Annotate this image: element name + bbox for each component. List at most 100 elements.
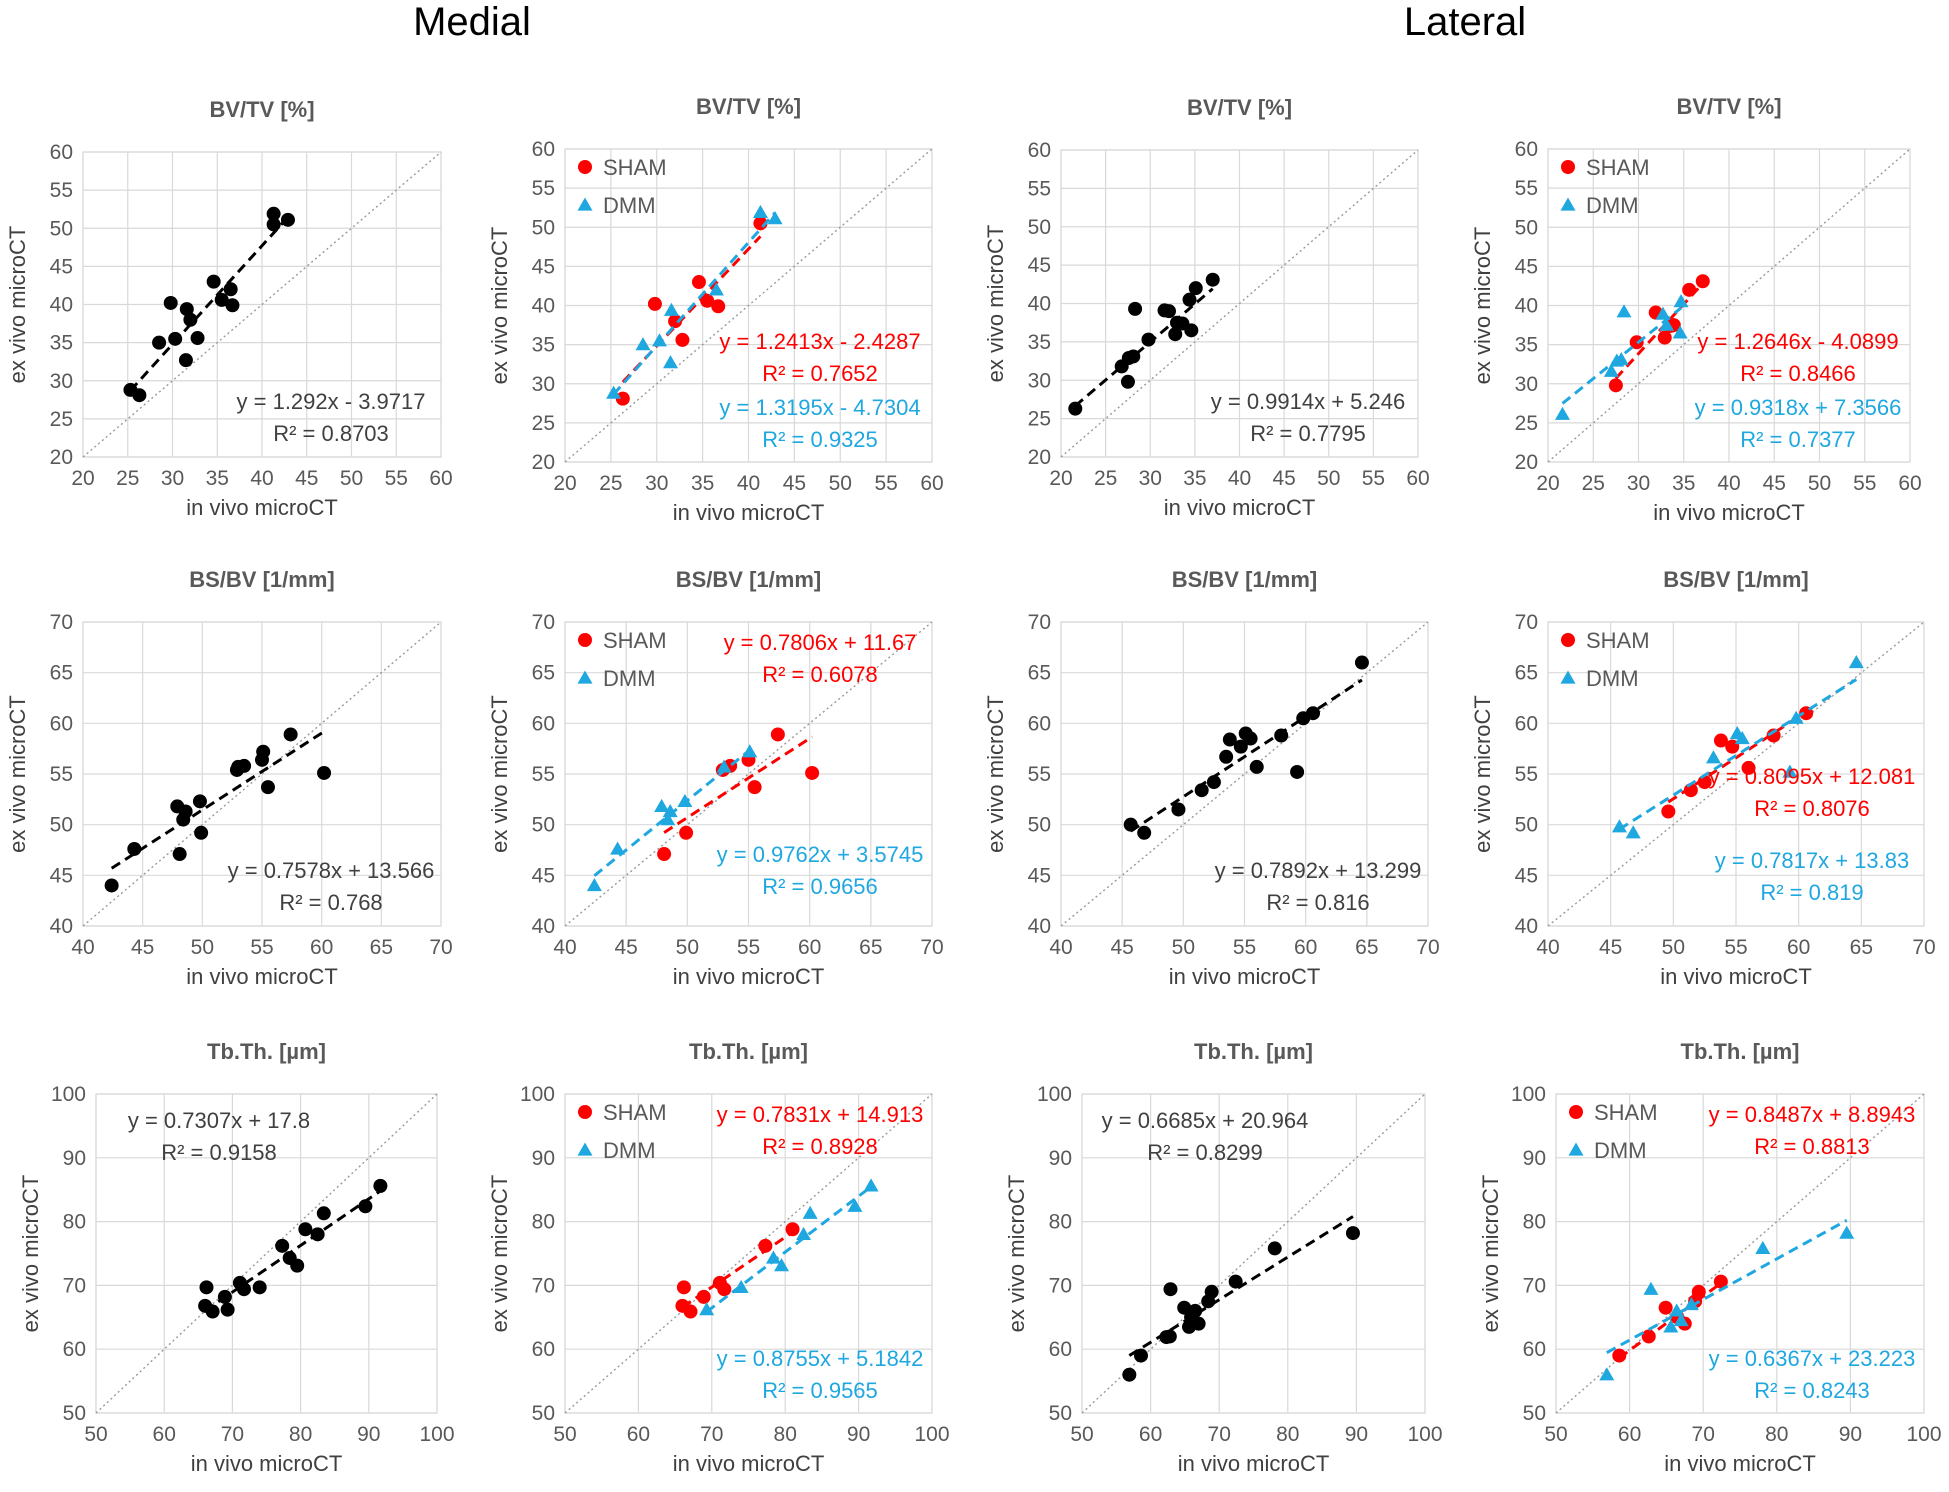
legend-marker <box>1560 197 1576 211</box>
y-tick-label: 100 <box>1037 1083 1072 1106</box>
data-point <box>1669 1303 1685 1317</box>
x-tick-label: 45 <box>131 936 154 959</box>
data-point <box>1655 306 1671 320</box>
x-tick-label: 55 <box>385 467 408 490</box>
y-tick-label: 45 <box>1028 254 1051 277</box>
x-tick-label: 50 <box>829 472 852 495</box>
x-tick-label: 50 <box>1662 936 1685 959</box>
y-tick-label: 20 <box>1515 451 1538 474</box>
x-tick-label: 60 <box>429 467 452 490</box>
panel-title: BV/TV [%] <box>209 97 314 122</box>
data-point <box>1554 406 1570 420</box>
x-tick-label: 60 <box>1787 936 1810 959</box>
data-point <box>1306 706 1321 721</box>
trendline <box>621 235 762 384</box>
x-tick-label: 70 <box>700 1423 723 1446</box>
y-tick-label: 40 <box>532 295 555 318</box>
legend-marker <box>1561 160 1575 174</box>
panel-title: BS/BV [1/mm] <box>676 567 821 592</box>
y-tick-label: 30 <box>50 370 73 393</box>
series-sham <box>675 1222 800 1319</box>
y-tick-label: 80 <box>532 1211 555 1234</box>
data-point <box>675 332 690 347</box>
y-axis-label: ex vivo microCT <box>18 1175 43 1333</box>
trendline <box>705 1185 872 1314</box>
x-tick-label: 100 <box>1906 1423 1941 1446</box>
plot-area <box>82 151 442 458</box>
dmm-regression-equation: y = 1.3195x - 4.7304 <box>719 395 920 420</box>
data-point <box>1673 294 1689 308</box>
plot-area <box>1081 1093 1426 1414</box>
y-axis-label: ex vivo microCT <box>983 225 1008 383</box>
x-tick-label: 45 <box>295 467 318 490</box>
data-point <box>1691 1284 1706 1299</box>
y-tick-label: 50 <box>63 1402 86 1425</box>
data-point <box>657 847 672 862</box>
y-tick-label: 50 <box>532 814 555 837</box>
y-tick-label: 20 <box>50 446 73 469</box>
data-point <box>1123 817 1138 832</box>
data-point <box>747 780 762 795</box>
y-tick-label: 20 <box>532 451 555 474</box>
data-point <box>1120 374 1135 389</box>
regression-equation: y = 0.9914x + 5.246 <box>1211 389 1406 414</box>
x-axis-label: in vivo microCT <box>673 500 825 525</box>
data-point <box>220 1302 235 1317</box>
x-tick-label: 30 <box>1139 467 1162 490</box>
y-tick-label: 60 <box>1515 712 1538 735</box>
x-tick-label: 40 <box>1536 936 1559 959</box>
y-tick-label: 40 <box>532 915 555 938</box>
data-point <box>1608 378 1623 393</box>
y-tick-label: 50 <box>1523 1402 1546 1425</box>
y-tick-label: 60 <box>532 1338 555 1361</box>
trendline <box>1614 282 1704 380</box>
y-tick-label: 90 <box>1049 1147 1072 1170</box>
y-tick-label: 55 <box>50 763 73 786</box>
data-point <box>752 204 768 219</box>
x-tick-label: 20 <box>71 467 94 490</box>
data-point <box>1161 304 1176 319</box>
y-tick-label: 70 <box>1515 611 1538 634</box>
x-tick-label: 70 <box>1692 1423 1715 1446</box>
data-point <box>1219 749 1234 764</box>
y-tick-label: 80 <box>63 1211 86 1234</box>
y-tick-label: 90 <box>532 1147 555 1170</box>
x-tick-label: 55 <box>1233 936 1256 959</box>
data-point <box>132 388 147 403</box>
legend-marker <box>578 160 592 174</box>
data-point <box>796 1226 812 1240</box>
data-point <box>711 299 726 314</box>
x-tick-label: 50 <box>676 936 699 959</box>
data-point <box>190 331 205 346</box>
trendline <box>129 216 290 392</box>
data-point <box>310 1227 325 1242</box>
series-all <box>1122 1215 1360 1382</box>
x-tick-label: 70 <box>1912 936 1935 959</box>
data-point <box>214 292 229 307</box>
x-tick-label: 60 <box>798 936 821 959</box>
trendline <box>1618 678 1858 831</box>
y-tick-label: 70 <box>1049 1274 1072 1297</box>
y-tick-label: 55 <box>1515 177 1538 200</box>
data-point <box>104 878 119 893</box>
x-axis-label: in vivo microCT <box>673 964 825 989</box>
x-tick-label: 45 <box>1272 467 1295 490</box>
y-tick-label: 60 <box>50 712 73 735</box>
panel-title: BS/BV [1/mm] <box>1172 567 1317 592</box>
data-point <box>606 385 622 399</box>
x-tick-label: 80 <box>289 1423 312 1446</box>
data-point <box>1695 274 1710 289</box>
trendline <box>1561 306 1682 405</box>
x-tick-label: 45 <box>1599 936 1622 959</box>
data-point <box>1612 1348 1627 1363</box>
x-tick-label: 80 <box>1765 1423 1788 1446</box>
data-point <box>647 296 662 311</box>
data-point <box>1788 710 1804 724</box>
r-squared: R² = 0.768 <box>279 890 382 915</box>
trendline <box>204 1189 382 1312</box>
y-tick-label: 50 <box>50 814 73 837</box>
y-tick-label: 40 <box>50 915 73 938</box>
x-tick-label: 30 <box>645 472 668 495</box>
data-point <box>1625 825 1641 839</box>
